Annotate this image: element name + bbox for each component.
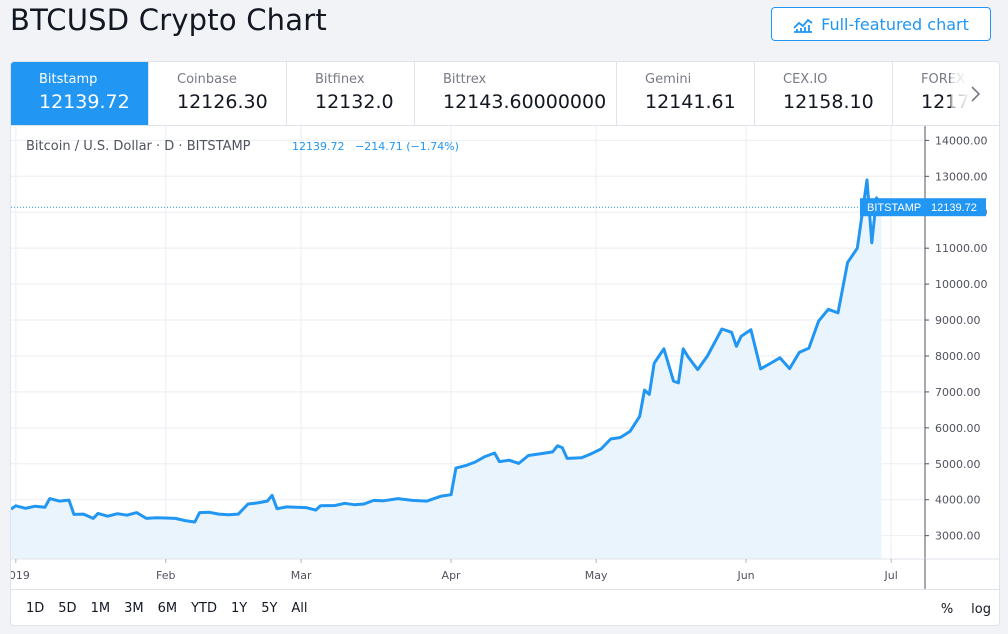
range-1m-button[interactable]: 1M	[90, 601, 111, 616]
y-tick-label: 14000.00	[935, 134, 988, 147]
tab-bitfinex[interactable]: Bitfinex 12132.0	[287, 62, 415, 125]
range-all-button[interactable]: All	[291, 601, 308, 616]
tab-price: 12139.72	[39, 91, 130, 113]
range-6m-button[interactable]: 6M	[157, 601, 178, 616]
exchange-tabs: Bitstamp 12139.72 Coinbase 12126.30 Bitf…	[11, 62, 999, 126]
tab-name: Gemini	[645, 72, 692, 87]
x-tick-label: May	[585, 569, 608, 582]
x-tick-label: 2019	[11, 569, 30, 582]
y-tick-label: 5000.00	[935, 458, 981, 471]
tab-name: CEX.IO	[783, 72, 828, 87]
tab-price: 12158.10	[783, 91, 874, 113]
range-5y-button[interactable]: 5Y	[261, 601, 278, 616]
tab-price: 12126.30	[177, 91, 268, 113]
y-tick-label: 6000.00	[935, 422, 981, 435]
tab-bittrex[interactable]: Bittrex 12143.60000000	[415, 62, 617, 125]
x-tick-label: Mar	[291, 569, 312, 582]
tab-name: Bitfinex	[315, 72, 365, 87]
price-label-box	[860, 198, 986, 217]
y-tick-label: 11000.00	[935, 242, 988, 255]
price-line	[11, 178, 883, 524]
legend-change: −214.71 (−1.74%)	[355, 140, 459, 153]
range-3m-button[interactable]: 3M	[124, 601, 144, 616]
x-tick-label: Apr	[442, 569, 462, 582]
price-label: BITSTAMP 12139.72	[860, 198, 986, 217]
tab-name: Coinbase	[177, 72, 237, 87]
tab-name: Bittrex	[443, 72, 487, 87]
full-featured-chart-button[interactable]: Full-featured chart	[771, 7, 991, 41]
tab-price: 12141.61	[645, 91, 736, 113]
log-scale-toggle[interactable]: log	[971, 601, 991, 617]
tab-price: 12143.60000000	[443, 91, 607, 113]
range-1y-button[interactable]: 1Y	[230, 601, 248, 616]
range-ytd-button[interactable]: YTD	[191, 601, 217, 616]
chart-card: Bitstamp 12139.72 Coinbase 12126.30 Bitf…	[10, 61, 1000, 626]
legend-last: 12139.72	[292, 140, 345, 153]
y-tick-label: 8000.00	[935, 350, 981, 363]
chart-legend: Bitcoin / U.S. Dollar · D · BITSTAMP 121…	[26, 139, 459, 154]
tab-bitstamp[interactable]: Bitstamp 12139.72	[11, 62, 149, 125]
chevron-right-icon	[971, 86, 981, 102]
price-label-value: 12139.72	[931, 202, 977, 214]
tab-gemini[interactable]: Gemini 12141.61	[617, 62, 755, 125]
y-axis: 3000.00 4000.00 5000.00 6000.00 7000.00 8000.…	[925, 134, 988, 543]
full-featured-chart-label: Full-featured chart	[821, 14, 969, 34]
bottom-toolbar: 1D 5D 1M 3M 6M YTD 1Y 5Y All % log	[11, 589, 999, 625]
x-axis: 2019 Feb Mar Apr May Jun Jul	[11, 559, 898, 582]
page-title: BTCUSD Crypto Chart	[10, 3, 327, 37]
percent-scale-toggle[interactable]: %	[940, 601, 954, 617]
y-tick-label: 7000.00	[935, 386, 981, 399]
y-tick-label: 9000.00	[935, 314, 981, 327]
x-tick-label: Feb	[156, 569, 175, 582]
tab-coinbase[interactable]: Coinbase 12126.30	[149, 62, 287, 125]
tab-price: 12132.0	[315, 91, 394, 113]
price-chart[interactable]: 3000.00 4000.00 5000.00 6000.00 7000.00 8000.…	[11, 126, 1000, 589]
tab-cexio[interactable]: CEX.IO 12158.10	[755, 62, 893, 125]
tabs-scroll-right-button[interactable]	[951, 62, 999, 125]
x-tick-label: Jun	[736, 569, 754, 582]
y-tick-label: 10000.00	[935, 278, 988, 291]
x-tick-label: Jul	[884, 569, 898, 582]
chart-icon	[793, 18, 813, 33]
price-area	[11, 179, 882, 559]
price-label-exchange: BITSTAMP	[867, 202, 921, 214]
y-tick-label: 13000.00	[935, 170, 988, 183]
legend-symbol: Bitcoin / U.S. Dollar · D · BITSTAMP	[26, 139, 251, 154]
y-tick-label: 3000.00	[935, 530, 981, 543]
range-5d-button[interactable]: 5D	[58, 601, 77, 616]
y-tick-label: 4000.00	[935, 494, 981, 507]
range-1d-button[interactable]: 1D	[26, 601, 45, 616]
tab-name: Bitstamp	[39, 72, 98, 87]
